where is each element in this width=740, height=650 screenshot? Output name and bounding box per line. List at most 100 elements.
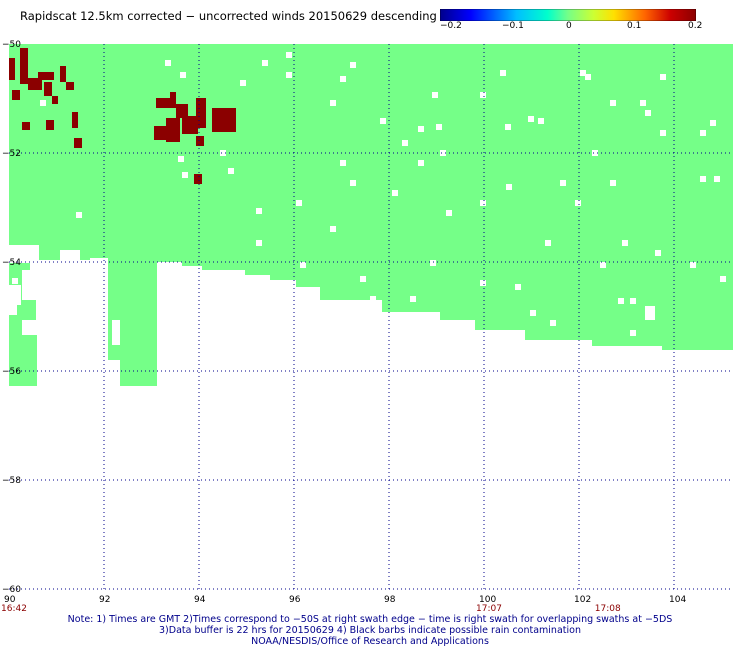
lon-tick-90: 90: [4, 595, 16, 605]
missing-cell: [700, 176, 706, 182]
missing-cell: [112, 320, 120, 345]
colorbar-label-pos-mid: 0.1: [627, 21, 642, 31]
missing-cell: [380, 118, 386, 124]
missing-cell: [9, 245, 39, 263]
missing-cell: [440, 150, 446, 156]
missing-cell: [690, 262, 696, 268]
lat-tick-−54: −54: [2, 258, 21, 268]
footnote-line-1: Note: 1) Times are GMT 2)Times correspon…: [67, 614, 673, 625]
colorbar-label-neg-mid: −0.1: [502, 21, 524, 31]
missing-cell: [480, 200, 486, 206]
missing-cell: [350, 62, 356, 68]
missing-cell: [330, 226, 336, 232]
missing-cell: [418, 126, 424, 132]
wind-difference-map: 90 92 94 96 98 100 102 104 −50 −52 −54 −56 −58 −60 16:…: [1, 40, 733, 612]
lat-tick-−50: −50: [2, 40, 21, 50]
missing-cell: [610, 180, 616, 186]
lon-tick-100: 100: [479, 595, 496, 605]
positive-cell: [170, 92, 176, 108]
missing-cell: [30, 260, 90, 270]
missing-cell: [9, 300, 17, 315]
missing-cell: [500, 70, 506, 76]
missing-cell: [12, 278, 18, 284]
positive-cell: [72, 112, 78, 128]
positive-cell: [212, 108, 236, 132]
missing-cell: [560, 180, 566, 186]
missing-cell: [480, 92, 486, 98]
time-label: 16:42: [1, 604, 27, 612]
colorbar-label-min: −0.2: [440, 21, 462, 31]
missing-cell: [402, 140, 408, 146]
lon-tick-102: 102: [574, 595, 591, 605]
lat-tick-−56: −56: [2, 367, 21, 377]
missing-cell: [618, 298, 624, 304]
missing-cell: [220, 150, 226, 156]
positive-cell: [60, 66, 66, 82]
missing-cell: [506, 184, 512, 190]
positive-cell: [28, 78, 42, 90]
missing-cell: [645, 306, 655, 320]
missing-cell: [286, 72, 292, 78]
missing-data-cells: [9, 52, 726, 386]
positive-cell: [154, 126, 168, 140]
missing-cell: [515, 284, 521, 290]
missing-cell: [165, 60, 171, 66]
missing-cell: [300, 262, 306, 268]
missing-cell: [90, 270, 108, 330]
missing-cell: [446, 210, 452, 216]
missing-cell: [40, 100, 46, 106]
missing-cell: [655, 250, 661, 256]
colorbar-label-max: 0.2: [688, 21, 703, 31]
missing-cell: [538, 118, 544, 124]
missing-cell: [660, 130, 666, 136]
missing-cell: [480, 280, 486, 286]
missing-cell: [60, 250, 80, 260]
missing-cell: [360, 276, 366, 282]
missing-cell: [340, 76, 346, 82]
time-label: 17:07: [476, 604, 502, 612]
missing-cell: [228, 168, 234, 174]
missing-cell: [182, 172, 188, 178]
missing-cell: [592, 150, 598, 156]
missing-cell: [430, 260, 436, 266]
map-title: Rapidscat 12.5km corrected − uncorrected…: [20, 9, 437, 23]
missing-cell: [180, 72, 186, 78]
missing-cell: [418, 160, 424, 166]
footnotes: Note: 1) Times are GMT 2)Times correspon…: [0, 614, 740, 647]
positive-cell: [166, 118, 180, 142]
missing-cell: [432, 92, 438, 98]
time-label: 17:08: [595, 604, 621, 612]
lon-tick-92: 92: [99, 595, 110, 605]
positive-cell: [194, 174, 202, 184]
positive-cell: [38, 72, 54, 80]
positive-cell: [12, 90, 20, 100]
lon-tick-96: 96: [289, 595, 301, 605]
positive-cell: [52, 96, 58, 104]
missing-cell: [610, 100, 616, 106]
positive-cell: [66, 82, 74, 90]
lon-tick-94: 94: [194, 595, 206, 605]
positive-cell: [74, 138, 82, 148]
missing-cell: [178, 156, 184, 162]
missing-cell: [505, 124, 511, 130]
lon-tick-98: 98: [384, 595, 396, 605]
lat-lon-grid: [9, 44, 733, 590]
positive-cell: [196, 98, 206, 128]
missing-cell: [714, 176, 720, 182]
missing-cell: [256, 240, 262, 246]
missing-cell: [550, 320, 556, 326]
positive-cell: [22, 122, 30, 130]
positive-difference-cells: [9, 48, 236, 184]
footnote-line-3: NOAA/NESDIS/Office of Research and Appli…: [251, 636, 489, 647]
missing-cell: [645, 110, 651, 116]
missing-cell: [76, 212, 82, 218]
missing-cell: [296, 200, 302, 206]
lat-tick-−60: −60: [2, 585, 21, 595]
missing-cell: [262, 60, 268, 66]
missing-cell: [575, 200, 581, 206]
missing-cell: [545, 240, 551, 246]
missing-cell: [240, 80, 246, 86]
missing-cell: [340, 160, 346, 166]
positive-cell: [44, 82, 52, 96]
missing-cell: [50, 360, 58, 386]
